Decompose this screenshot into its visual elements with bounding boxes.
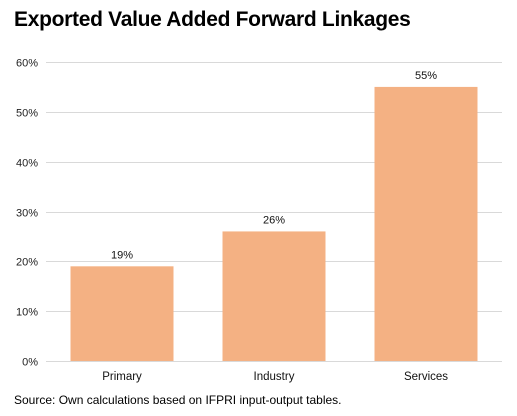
- data-labels: 19% 26% 55%: [111, 70, 437, 261]
- category-label: Primary: [102, 371, 142, 383]
- bar-industry: [222, 231, 326, 361]
- y-tick-label: 10%: [16, 307, 38, 319]
- bar-services: [374, 86, 478, 362]
- y-tick-label: 50%: [16, 108, 38, 120]
- y-tick-label: 40%: [16, 158, 38, 170]
- y-tick-label: 60%: [16, 58, 38, 70]
- source-note: Source: Own calculations based on IFPRI …: [14, 393, 342, 407]
- chart-title: Exported Value Added Forward Linkages: [14, 8, 411, 31]
- x-axis-category-labels: Primary Industry Services: [102, 371, 448, 383]
- data-label: 19%: [111, 249, 133, 261]
- data-label: 26%: [263, 214, 285, 226]
- category-label: Industry: [254, 371, 295, 383]
- y-tick-label: 30%: [16, 208, 38, 220]
- y-tick-label: 20%: [16, 257, 38, 269]
- category-label: Services: [404, 371, 448, 383]
- data-label: 55%: [415, 70, 437, 82]
- bar-primary: [70, 266, 174, 361]
- y-axis-tick-labels: 0% 10% 20% 30% 40% 50% 60%: [16, 58, 38, 369]
- y-tick-label: 0%: [22, 357, 38, 369]
- bars: [70, 86, 478, 362]
